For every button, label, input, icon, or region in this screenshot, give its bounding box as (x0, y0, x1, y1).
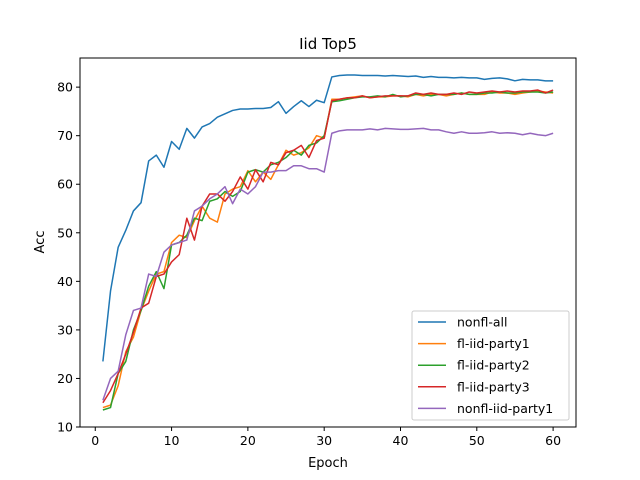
series-line-nonfl-all (102, 74, 554, 362)
x-tick-label: 40 (393, 433, 409, 448)
x-axis-label: Epoch (308, 456, 348, 471)
y-tick-label: 60 (57, 177, 73, 192)
series-line-fl-iid-party3 (102, 89, 554, 404)
legend-label: nonfl-all (457, 315, 507, 330)
y-axis: 10 20 30 40 50 60 70 80 (57, 80, 80, 435)
y-axis-label: Acc (33, 231, 48, 254)
chart-title: Iid Top5 (299, 35, 357, 53)
series-layer (102, 74, 554, 411)
y-tick-label: 80 (57, 80, 73, 95)
x-tick-label: 20 (240, 433, 256, 448)
y-tick-label: 40 (57, 274, 73, 289)
legend-label: fl-iid-party1 (457, 336, 530, 351)
x-axis: 0 10 20 30 40 50 60 (91, 427, 561, 448)
x-tick-label: 30 (316, 433, 332, 448)
y-tick-label: 10 (57, 420, 73, 435)
plot-area (79, 57, 577, 428)
legend-label: fl-iid-party3 (457, 379, 530, 394)
x-tick-label: 60 (545, 433, 561, 448)
legend-label: fl-iid-party2 (457, 358, 530, 373)
legend: nonfl-all fl-iid-party1 fl-iid-party2 fl-ii… (411, 310, 570, 421)
y-tick-label: 30 (57, 322, 73, 337)
series-line-nonfl-iid-party1 (102, 127, 554, 401)
x-tick-label: 50 (469, 433, 485, 448)
legend-label: nonfl-iid-party1 (457, 401, 553, 416)
y-tick-label: 20 (57, 371, 73, 386)
x-tick-label: 0 (91, 433, 99, 448)
x-tick-label: 10 (164, 433, 180, 448)
y-tick-label: 50 (57, 225, 73, 240)
y-tick-label: 70 (57, 128, 73, 143)
legend-box (411, 310, 570, 421)
